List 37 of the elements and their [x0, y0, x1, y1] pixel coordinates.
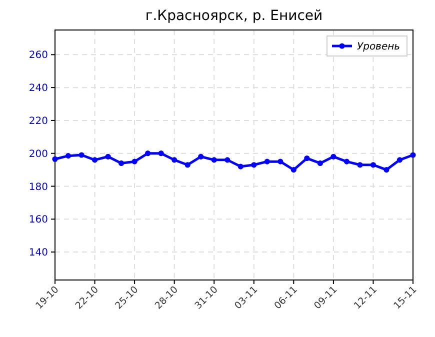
- point: [105, 154, 111, 160]
- point: [370, 162, 376, 168]
- point: [317, 160, 323, 166]
- point: [384, 167, 390, 173]
- point: [52, 156, 58, 162]
- point: [410, 152, 416, 158]
- point: [145, 150, 151, 156]
- point: [290, 167, 296, 173]
- point: [172, 157, 178, 163]
- point: [78, 152, 84, 158]
- point: [65, 153, 72, 159]
- point: [92, 157, 98, 163]
- point: [198, 154, 204, 160]
- point: [264, 158, 270, 164]
- chart-title: г.Красноярск, р. Енисей: [145, 8, 323, 24]
- y-tick-label: 220: [28, 116, 48, 127]
- point: [184, 162, 190, 168]
- point: [396, 157, 403, 163]
- point: [238, 164, 244, 170]
- y-tick-label: 240: [28, 83, 48, 94]
- y-tick-label: 140: [28, 248, 48, 259]
- point: [278, 158, 284, 164]
- point: [344, 158, 350, 164]
- y-tick-label: 200: [28, 148, 48, 160]
- point: [251, 162, 257, 168]
- point: [224, 157, 230, 163]
- point: [158, 150, 164, 156]
- point: [330, 154, 336, 160]
- point: [304, 155, 310, 162]
- y-tick-label: 180: [28, 182, 48, 193]
- y-tick-label: 160: [28, 214, 48, 226]
- point: [357, 162, 363, 168]
- legend-label: Уровень: [357, 42, 400, 52]
- point: [118, 160, 124, 166]
- point: [132, 158, 138, 164]
- y-tick-label: 260: [28, 50, 48, 62]
- point: [211, 157, 217, 163]
